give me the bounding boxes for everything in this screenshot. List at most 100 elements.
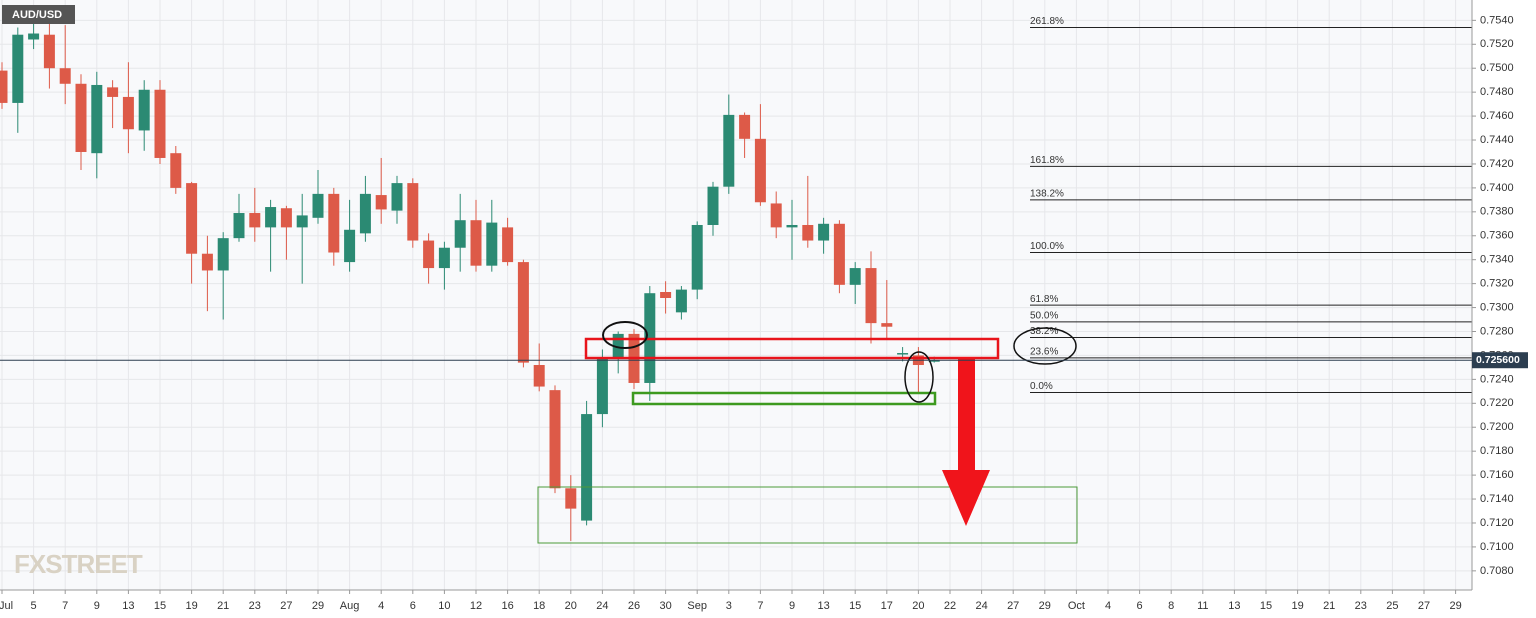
candle-body [897,353,909,355]
y-tick-label: 0.7220 [1480,397,1514,409]
fib-label: 61.8% [1030,294,1058,305]
candle-body [770,203,782,228]
fib-label: 161.8% [1030,155,1064,166]
x-tick-label: 23 [249,600,261,612]
y-tick-label: 0.7500 [1480,62,1514,74]
candle-body [280,208,292,228]
y-tick-label: 0.7520 [1480,38,1514,50]
x-tick-label: 13 [1228,600,1240,612]
candle-body [233,213,245,239]
fib-levels: 261.8% 161.8% 138.2% 100.0% 61.8% 50.0% 38.2% 2… [1030,16,1472,394]
candle-body [265,207,277,228]
highlight-ellipse [904,351,934,403]
candle-body [691,224,703,290]
candle-body [486,222,498,266]
y-tick-label: 0.7080 [1480,565,1514,577]
candle-body [43,34,55,69]
resistance-box [584,337,1000,360]
x-tick-label: 27 [1007,600,1019,612]
candle-body [107,87,119,97]
candle-body [249,213,261,228]
x-tick-label: Jul [0,600,13,612]
candle-body [438,247,450,269]
down-arrow [942,357,990,526]
y-tick-label: 0.7240 [1480,373,1514,385]
y-tick-label: 0.7120 [1480,517,1514,529]
fib-label: 138.2% [1030,188,1064,199]
candle-body [344,229,356,263]
candle-body [754,138,766,203]
support-zone [537,486,1078,544]
candle-body [454,220,466,248]
x-tick-label: 15 [1260,600,1272,612]
candle-body [0,70,8,103]
candle-body [802,224,814,241]
x-tick-label: 21 [1323,600,1335,612]
candle-body [201,253,213,271]
candle-body [849,268,861,285]
x-tick-label: 6 [410,600,416,612]
candle-body [122,96,134,130]
plot-background [0,0,1472,590]
candle-body [739,114,751,139]
candle-body [549,390,561,489]
chart-title: AUD/USD [12,9,62,21]
x-tick-label: 16 [501,600,513,612]
x-tick-label: 19 [1291,600,1303,612]
candle-body [217,238,229,271]
candle-body [707,186,719,225]
x-tick-label: 12 [470,600,482,612]
y-tick-label: 0.7460 [1480,110,1514,122]
y-tick-label: 0.7440 [1480,134,1514,146]
y-tick-label: 0.7100 [1480,541,1514,553]
candle-body [138,89,150,131]
x-tick-label: 17 [881,600,893,612]
candle-body [75,83,87,152]
fib-label: 261.8% [1030,16,1064,27]
x-tick-label: 13 [817,600,829,612]
candle-body [423,240,435,269]
fib-label: 100.0% [1030,241,1064,252]
candle-body [833,223,845,285]
y-tick-label: 0.7400 [1480,182,1514,194]
support-box [631,391,937,406]
current-price-label: 0.725600 [1476,354,1520,366]
x-tick-label: 29 [312,600,324,612]
x-tick-label: 6 [1137,600,1143,612]
y-tick-label: 0.7280 [1480,325,1514,337]
x-tick-label: 11 [1197,600,1208,612]
candle-body [170,153,182,188]
candle-body [391,183,403,211]
x-tick-label: 4 [378,600,384,612]
x-tick-label: 19 [185,600,197,612]
candle-body [818,223,830,241]
candle-body [186,183,198,254]
x-tick-label: 18 [533,600,545,612]
x-tick-label: Oct [1068,600,1085,612]
x-tick-label: 25 [1386,600,1398,612]
title-box [2,5,75,24]
candle-body [928,360,940,362]
x-tick-label: 15 [154,600,166,612]
y-tick-label: 0.7340 [1480,254,1514,266]
x-tick-label: 8 [1168,600,1174,612]
x-tick-label: 10 [438,600,450,612]
x-tick-label: 22 [944,600,956,612]
y-tick-label: 0.7480 [1480,86,1514,98]
x-tick-label: 7 [62,600,68,612]
grid [0,0,1472,590]
candle-body [59,68,71,84]
candle-body [865,268,877,324]
x-tick-label: 9 [789,600,795,612]
x-tick-label: 20 [565,600,577,612]
watermark: FXSTREET [14,549,143,579]
candle-body [502,227,514,263]
y-tick-label: 0.7140 [1480,493,1514,505]
x-tick-label: 26 [628,600,640,612]
y-tick-label: 0.7360 [1480,230,1514,242]
x-tick-label: 20 [912,600,924,612]
candle-body [328,193,340,253]
candle-body [596,359,608,415]
y-tick-label: 0.7200 [1480,421,1514,433]
x-tick-label: 3 [726,600,732,612]
